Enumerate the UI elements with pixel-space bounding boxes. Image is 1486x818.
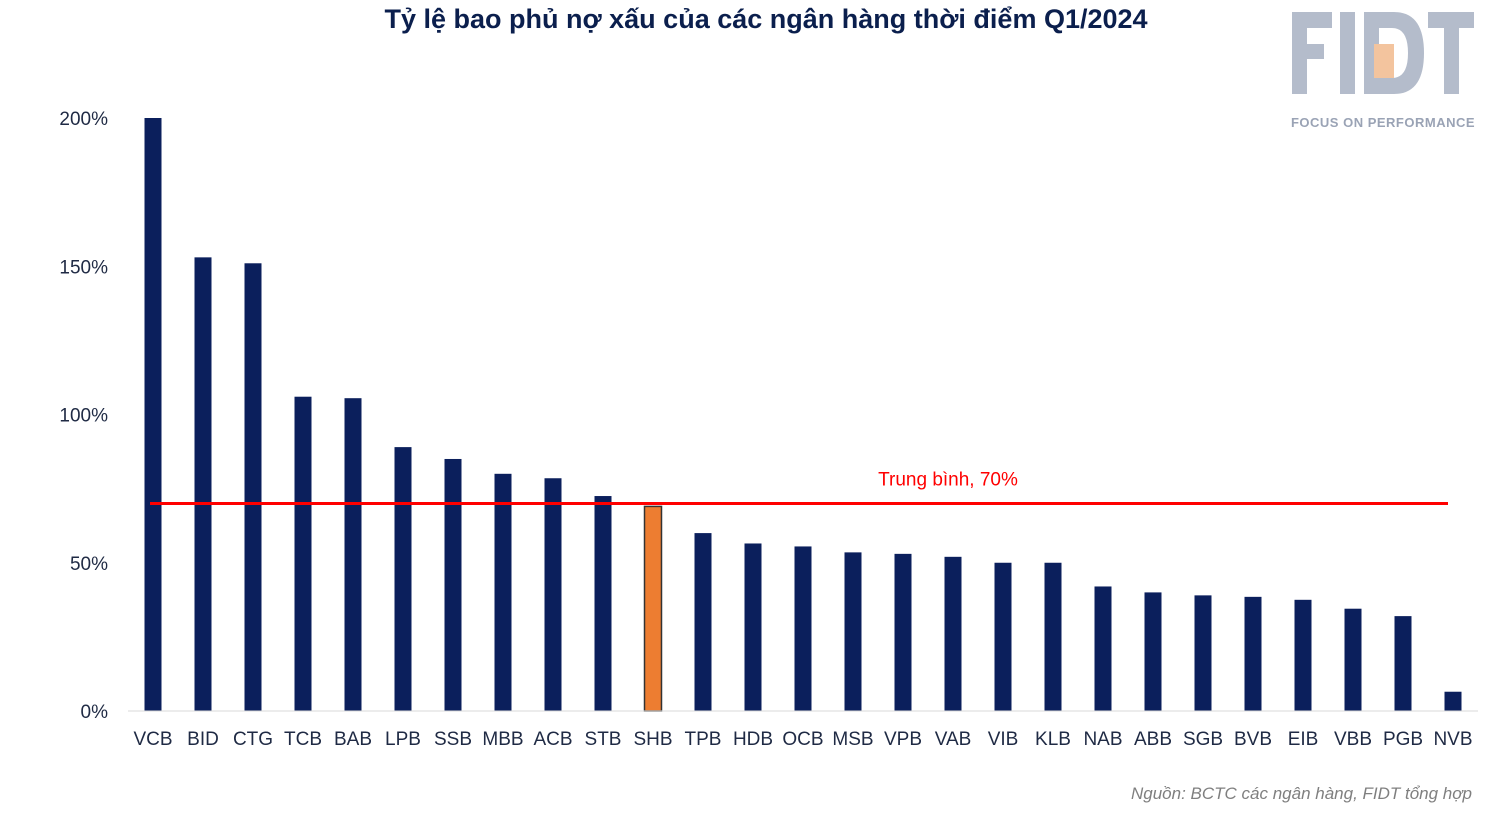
bar-pgb	[1394, 616, 1412, 711]
x-tick-label: VCB	[133, 729, 172, 750]
fidt-logo-mark	[1292, 12, 1474, 94]
x-tick-label: MBB	[482, 729, 523, 750]
x-tick-label: BVB	[1234, 729, 1272, 750]
bar-vpb	[894, 553, 912, 711]
bar-abb	[1144, 592, 1162, 711]
bar-sgb	[1194, 595, 1212, 711]
x-tick-label: NVB	[1433, 729, 1472, 750]
bar-bid	[194, 257, 212, 711]
bar-bab	[344, 398, 362, 711]
x-tick-label: PGB	[1383, 729, 1423, 750]
bar-ocb	[794, 546, 812, 711]
bars	[144, 118, 1462, 712]
bar-vib	[994, 562, 1012, 711]
chart-title: Tỷ lệ bao phủ nợ xấu của các ngân hàng t…	[384, 4, 1148, 34]
x-tick-label: NAB	[1083, 729, 1122, 750]
y-axis: 0% 50% 100% 150% 200%	[59, 109, 108, 723]
y-tick-label: 150%	[59, 257, 108, 278]
x-tick-label: BID	[187, 729, 219, 750]
x-tick-label: SSB	[434, 729, 472, 750]
x-tick-label: OCB	[782, 729, 823, 750]
bar-vbb	[1344, 608, 1362, 711]
x-tick-label: VAB	[935, 729, 972, 750]
x-tick-label: VBB	[1334, 729, 1372, 750]
bar-hdb	[744, 543, 762, 711]
bar-stb	[594, 496, 612, 711]
bar-lpb	[394, 447, 412, 711]
bar-vcb	[144, 118, 162, 711]
bar-msb	[844, 552, 862, 711]
x-tick-label: STB	[585, 729, 622, 750]
bar-vab	[944, 556, 962, 711]
bar-eib	[1294, 599, 1312, 711]
x-tick-label: LPB	[385, 729, 421, 750]
x-tick-label: ACB	[533, 729, 572, 750]
x-tick-label: SHB	[633, 729, 672, 750]
bar-nab	[1094, 586, 1112, 711]
x-tick-label: VIB	[988, 729, 1019, 750]
average-line-group: Trung bình, 70%	[150, 469, 1448, 505]
average-line-label: Trung bình, 70%	[878, 469, 1018, 490]
bar-ssb	[444, 458, 462, 711]
x-tick-label: MSB	[832, 729, 873, 750]
y-tick-label: 50%	[70, 554, 108, 575]
bar-ctg	[244, 263, 262, 711]
bar-klb	[1044, 562, 1062, 711]
x-axis: VCB BID CTG TCB BAB LPB SSB MBB ACB STB SHB TPB HDB O…	[128, 710, 1478, 750]
bar-tpb	[694, 533, 712, 711]
bar-bvb	[1244, 596, 1262, 711]
x-tick-label: KLB	[1035, 729, 1071, 750]
bar-acb	[544, 478, 562, 711]
source-note: Nguồn: BCTC các ngân hàng, FIDT tổng hợp	[1130, 784, 1472, 803]
x-tick-label: ABB	[1134, 729, 1172, 750]
logo-tagline: FOCUS ON PERFORMANCE	[1290, 115, 1476, 130]
y-tick-label: 200%	[59, 109, 108, 130]
x-tick-label: CTG	[233, 729, 273, 750]
bar-shb	[643, 505, 663, 712]
x-tick-label: HDB	[733, 729, 773, 750]
x-tick-label: EIB	[1288, 729, 1319, 750]
x-tick-label: TCB	[284, 729, 322, 750]
y-tick-label: 100%	[59, 406, 108, 427]
bar-tcb	[294, 396, 312, 711]
bar-nvb	[1444, 691, 1462, 711]
x-tick-label: SGB	[1183, 729, 1223, 750]
x-tick-label: TPB	[685, 729, 722, 750]
bar-mbb	[494, 473, 512, 711]
x-tick-label: BAB	[334, 729, 372, 750]
y-tick-label: 0%	[81, 702, 109, 723]
fidt-logo: FOCUS ON PERFORMANCE	[1288, 8, 1478, 138]
x-tick-label: VPB	[884, 729, 922, 750]
